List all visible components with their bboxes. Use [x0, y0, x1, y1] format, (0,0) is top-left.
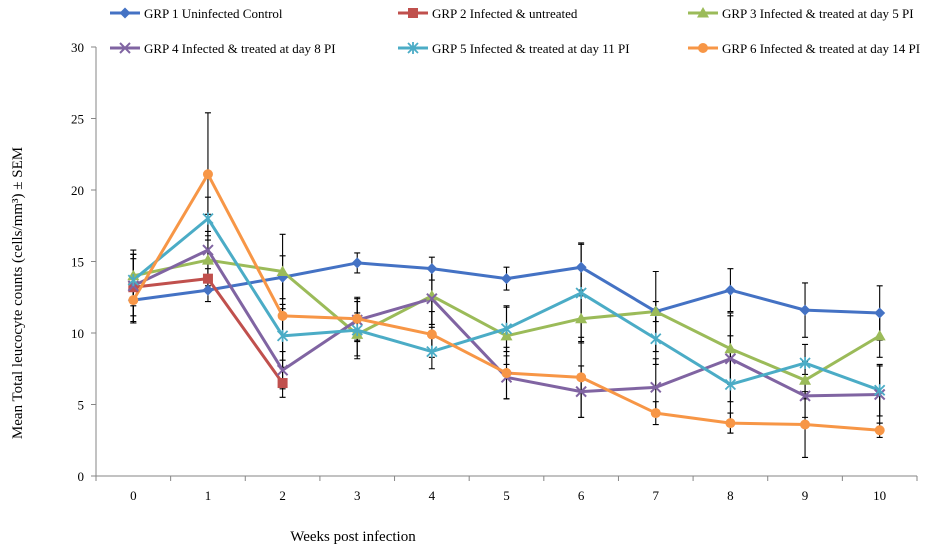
data-point-grp-4-infected-treated-at-day-8-pi [276, 364, 289, 376]
data-point-grp-1-uninfected-control [575, 261, 587, 273]
data-point-grp-6-infected-treated-at-day-14-pi [277, 310, 288, 321]
data-point-grp-1-uninfected-control [202, 284, 214, 296]
y-tick-label: 20 [71, 183, 84, 198]
data-point-grp-6-infected-treated-at-day-14-pi [202, 169, 213, 180]
data-point-grp-4-infected-treated-at-day-8-pi [724, 353, 737, 365]
data-point-grp-1-uninfected-control [874, 307, 886, 319]
legend-marker [697, 7, 709, 18]
x-tick-label: 7 [653, 488, 660, 503]
series-markers [127, 169, 886, 436]
legend-label: GRP 2 Infected & untreated [432, 6, 578, 21]
data-point-grp-4-infected-treated-at-day-8-pi [575, 385, 587, 398]
data-point-grp-3-infected-treated-at-day-5-pi [649, 305, 662, 317]
data-point-grp-5-infected-treated-at-day-11-pi [202, 212, 214, 225]
data-point-grp-3-infected-treated-at-day-5-pi [873, 329, 886, 341]
y-tick-label: 0 [78, 469, 85, 484]
x-tick-label: 1 [205, 488, 212, 503]
legend-label: GRP 3 Infected & treated at day 5 PI [722, 6, 914, 21]
data-point-grp-5-infected-treated-at-day-11-pi [276, 329, 289, 342]
x-tick-label: 8 [727, 488, 734, 503]
x-axis-title: Weeks post infection [290, 529, 416, 545]
data-point-grp-6-infected-treated-at-day-14-pi [800, 419, 811, 430]
x-tick-label: 10 [873, 488, 886, 503]
y-axis: 0 5 10 15 20 25 30 [71, 40, 97, 484]
data-point-grp-1-uninfected-control [351, 257, 363, 269]
legend-marker [408, 8, 418, 18]
x-tick-label: 9 [802, 488, 809, 503]
data-point-grp-2-infected-untreated [277, 378, 288, 389]
legend: GRP 1 Uninfected Control GRP 2 Infected &… [110, 6, 920, 56]
data-point-grp-3-infected-treated-at-day-5-pi [201, 254, 214, 265]
data-point-grp-3-infected-treated-at-day-5-pi [799, 374, 812, 385]
data-point-grp-5-infected-treated-at-day-11-pi [724, 378, 737, 391]
legend-label: GRP 5 Infected & treated at day 11 PI [432, 41, 630, 56]
legend-marker [698, 43, 708, 53]
data-point-grp-2-infected-untreated [202, 273, 213, 284]
x-tick-label: 3 [354, 488, 361, 503]
data-point-grp-5-infected-treated-at-day-11-pi [500, 322, 513, 335]
data-point-grp-2-infected-untreated [128, 282, 139, 293]
legend-marker [119, 42, 131, 54]
legend-item-grp-6-infected-treated-at-day-14-pi: GRP 6 Infected & treated at day 14 PI [688, 41, 920, 56]
data-point-grp-5-infected-treated-at-day-11-pi [650, 332, 662, 345]
y-tick-label: 30 [71, 40, 84, 55]
data-point-grp-5-infected-treated-at-day-11-pi [426, 345, 438, 358]
legend-item-grp-1-uninfected-control: GRP 1 Uninfected Control [110, 6, 283, 21]
legend-marker [407, 42, 419, 54]
data-point-grp-6-infected-treated-at-day-14-pi [352, 313, 363, 324]
legend-marker [119, 7, 131, 19]
data-point-grp-5-infected-treated-at-day-11-pi [799, 357, 811, 370]
y-tick-label: 10 [71, 326, 84, 341]
data-point-grp-3-infected-treated-at-day-5-pi [575, 312, 588, 324]
data-point-grp-1-uninfected-control [799, 304, 811, 316]
data-point-grp-4-infected-treated-at-day-8-pi [426, 292, 438, 305]
data-point-grp-6-infected-treated-at-day-14-pi [426, 329, 437, 340]
data-point-grp-1-uninfected-control [724, 284, 736, 296]
legend-label: GRP 6 Infected & treated at day 14 PI [722, 41, 920, 56]
legend-item-grp-2-infected-untreated: GRP 2 Infected & untreated [398, 6, 578, 21]
y-axis-title: Mean Total leucocyte counts (cells/mm³) … [10, 147, 26, 439]
data-point-grp-5-infected-treated-at-day-11-pi [127, 274, 139, 287]
legend-label: GRP 4 Infected & treated at day 8 PI [144, 41, 336, 56]
data-point-grp-6-infected-treated-at-day-14-pi [725, 418, 736, 429]
data-point-grp-1-uninfected-control [426, 263, 438, 275]
data-point-grp-6-infected-treated-at-day-14-pi [576, 372, 587, 383]
legend-label: GRP 1 Uninfected Control [144, 6, 283, 21]
data-point-grp-6-infected-treated-at-day-14-pi [128, 295, 139, 306]
data-point-grp-1-uninfected-control [501, 273, 512, 285]
x-tick-label: 0 [130, 488, 137, 503]
data-point-grp-5-infected-treated-at-day-11-pi [575, 286, 587, 299]
data-point-grp-4-infected-treated-at-day-8-pi [650, 381, 662, 394]
x-axis: 0 1 2 3 4 5 6 7 8 9 10 [95, 475, 918, 503]
x-tick-label: 6 [578, 488, 585, 503]
data-point-grp-6-infected-treated-at-day-14-pi [874, 425, 885, 436]
x-tick-label: 2 [279, 488, 286, 503]
data-point-grp-4-infected-treated-at-day-8-pi [202, 244, 214, 256]
x-tick-label: 4 [429, 488, 436, 503]
y-tick-label: 25 [71, 112, 84, 127]
data-point-grp-6-infected-treated-at-day-14-pi [501, 368, 512, 379]
legend-item-grp-5-infected-treated-at-day-11-pi: GRP 5 Infected & treated at day 11 PI [398, 41, 630, 56]
legend-item-grp-4-infected-treated-at-day-8-pi: GRP 4 Infected & treated at day 8 PI [110, 41, 336, 56]
x-tick-label: 5 [503, 488, 510, 503]
data-point-grp-3-infected-treated-at-day-5-pi [276, 265, 289, 277]
data-point-grp-5-infected-treated-at-day-11-pi [874, 384, 886, 397]
y-tick-label: 15 [71, 255, 84, 270]
data-point-grp-5-infected-treated-at-day-11-pi [351, 324, 363, 337]
y-tick-label: 5 [78, 398, 85, 413]
data-point-grp-4-infected-treated-at-day-8-pi [799, 390, 811, 402]
legend-item-grp-3-infected-treated-at-day-5-pi: GRP 3 Infected & treated at day 5 PI [688, 6, 914, 21]
data-point-grp-3-infected-treated-at-day-5-pi [724, 342, 737, 354]
data-point-grp-3-infected-treated-at-day-5-pi [425, 289, 438, 301]
data-point-grp-6-infected-treated-at-day-14-pi [650, 408, 661, 419]
data-point-grp-3-infected-treated-at-day-5-pi [500, 329, 513, 341]
